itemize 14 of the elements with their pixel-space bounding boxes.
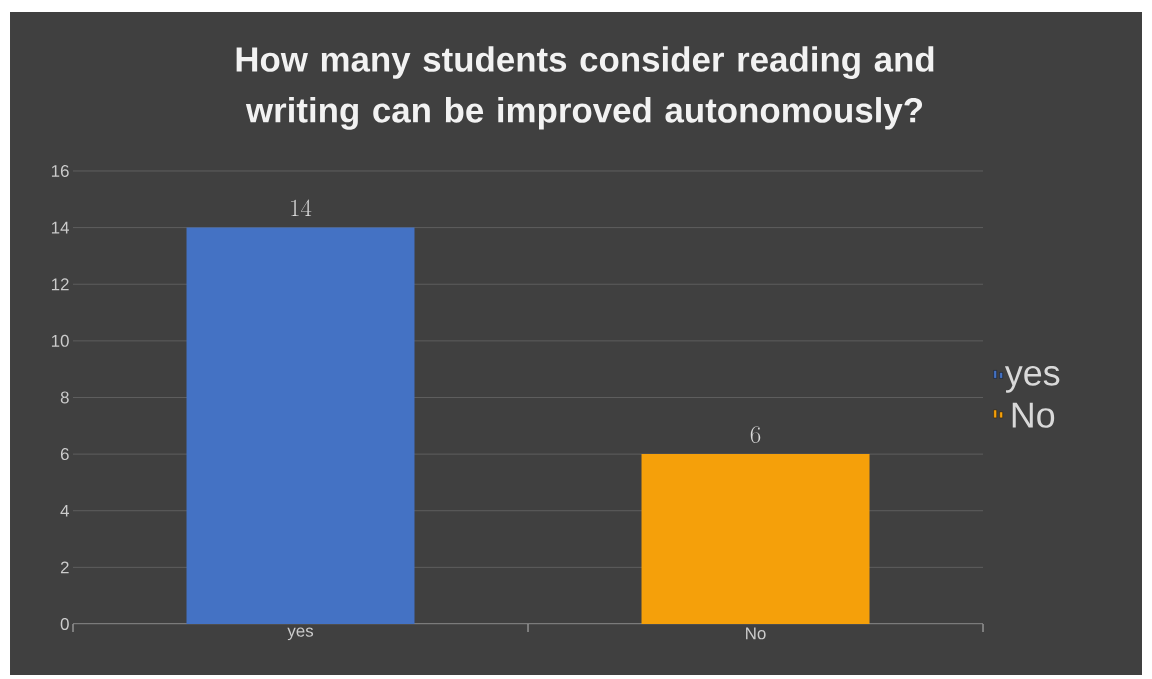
chart-title: How many students consider reading and writing can be improved autonomously? <box>236 46 934 130</box>
y-tick-label: 6 <box>60 448 69 461</box>
y-tick-label: 4 <box>60 504 69 517</box>
legend-label: No <box>1012 402 1055 428</box>
y-tick-label: 2 <box>60 561 69 574</box>
data-label: 6 <box>750 426 761 443</box>
data-label: 14 <box>291 199 312 217</box>
y-tick-label: 16 <box>51 164 69 177</box>
y-tick-label: 14 <box>51 221 69 234</box>
legend-label: yes <box>1004 366 1060 393</box>
y-tick-label: 0 <box>60 617 69 630</box>
y-tick-label: 12 <box>51 278 69 291</box>
y-tick-label: 10 <box>51 334 69 347</box>
y-tick-label: 8 <box>60 391 69 404</box>
